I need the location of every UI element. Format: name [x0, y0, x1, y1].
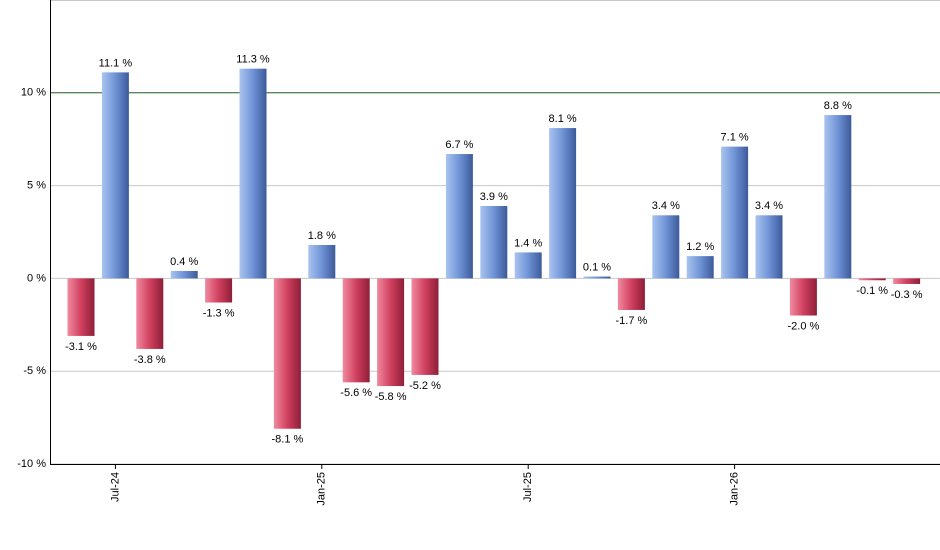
value-label: -1.7 %: [616, 315, 648, 327]
bar: [445, 154, 473, 279]
bar: [342, 278, 370, 383]
x-tick-label: Jul-25: [522, 472, 534, 502]
y-tick-label: 10 %: [21, 87, 46, 99]
bar: [514, 252, 542, 279]
value-label: -0.3 %: [891, 289, 923, 301]
bar: [170, 270, 198, 279]
value-label: 0.1 %: [583, 261, 611, 273]
bar: [789, 278, 817, 316]
value-label: -0.1 %: [856, 285, 888, 297]
value-label: -5.2 %: [409, 380, 441, 392]
bar: [273, 278, 301, 429]
value-label: -3.8 %: [134, 354, 166, 366]
value-label: 1.8 %: [308, 230, 336, 242]
value-label: -1.3 %: [203, 307, 235, 319]
value-label: 11.1 %: [99, 57, 133, 69]
value-label: -8.1 %: [272, 434, 304, 446]
value-label: -2.0 %: [788, 320, 820, 332]
bar: [480, 206, 508, 279]
bar: [858, 278, 886, 281]
y-tick-label: -5 %: [23, 365, 46, 377]
x-tick-label: Jan-25: [316, 472, 328, 506]
value-label: 11.3 %: [236, 54, 270, 66]
bar: [308, 244, 336, 279]
bar: [824, 115, 852, 279]
value-label: 3.4 %: [652, 200, 680, 212]
bar: [67, 278, 95, 336]
value-label: 6.7 %: [445, 139, 473, 151]
value-label: 0.4 %: [170, 256, 198, 268]
y-tick-label: 0 %: [27, 272, 46, 284]
value-label: 3.4 %: [755, 200, 783, 212]
x-tick-label: Jul-24: [109, 472, 121, 502]
bar: [583, 276, 611, 279]
value-label: 1.4 %: [514, 237, 542, 249]
value-label: -5.8 %: [375, 391, 407, 403]
bar: [652, 215, 680, 279]
value-label: 7.1 %: [721, 132, 749, 144]
bar: [101, 72, 129, 279]
value-label: 8.8 %: [824, 100, 852, 112]
value-label: 8.1 %: [549, 113, 577, 125]
bar: [755, 215, 783, 279]
bar: [617, 278, 645, 310]
x-tick-label: Jan-26: [729, 472, 741, 506]
bar: [686, 256, 714, 279]
value-label: -3.1 %: [65, 341, 97, 353]
value-label: -5.6 %: [340, 387, 372, 399]
value-label: 1.2 %: [686, 241, 714, 253]
bar: [377, 278, 405, 387]
bar: [721, 146, 749, 279]
bar: [893, 278, 921, 284]
bar: [411, 278, 439, 375]
y-tick-label: -10 %: [17, 458, 46, 470]
bar: [136, 278, 164, 349]
bar: [205, 278, 233, 303]
bar: [549, 128, 577, 279]
y-tick-label: 5 %: [27, 180, 46, 192]
bar: [239, 68, 267, 279]
value-label: 3.9 %: [480, 191, 508, 203]
